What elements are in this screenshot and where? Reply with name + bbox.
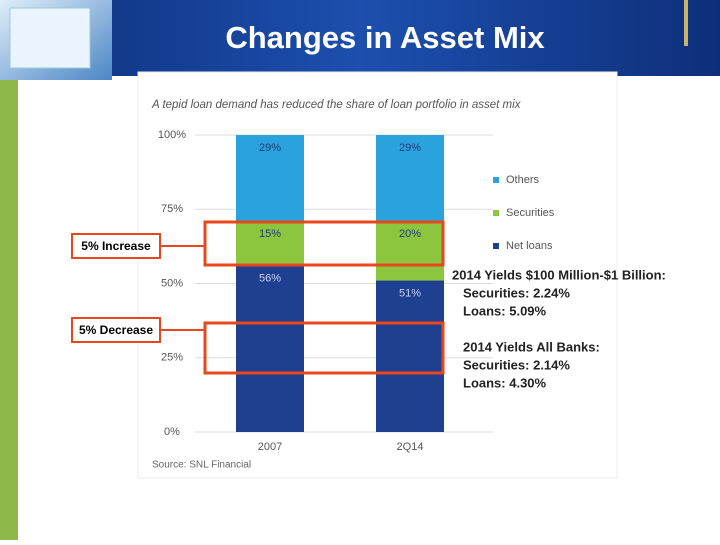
- x-tick-label: 2007: [258, 441, 282, 453]
- legend-swatch: [493, 243, 499, 249]
- callout-label: 5% Decrease: [79, 323, 153, 337]
- bar-segment: [376, 280, 444, 432]
- highlight-box: [203, 321, 445, 375]
- y-tick-label: 100%: [158, 129, 186, 141]
- side-bar: [0, 80, 18, 540]
- legend-swatch: [493, 177, 499, 183]
- note-line: Securities: 2.14%: [463, 357, 570, 372]
- title-accent: [684, 0, 688, 46]
- bar-segment: [236, 221, 304, 266]
- slide-title: Changes in Asset Mix: [225, 20, 545, 55]
- value-label: 51%: [399, 287, 421, 299]
- value-label: 15%: [259, 228, 281, 240]
- y-tick-label: 0%: [164, 426, 180, 438]
- note-line: Loans: 4.30%: [463, 375, 547, 390]
- y-tick-label: 50%: [161, 277, 183, 289]
- note-heading: 2014 Yields $100 Million-$1 Billion:: [452, 267, 666, 282]
- callout-box: [71, 317, 161, 343]
- legend-label: Others: [506, 174, 540, 186]
- value-label: 29%: [259, 142, 281, 154]
- legend-label: Securities: [506, 207, 555, 219]
- note-heading: 2014 Yields All Banks:: [463, 339, 600, 354]
- bar-segment: [376, 221, 444, 281]
- title-image-screen: [9, 7, 91, 69]
- bar-segment: [236, 135, 304, 222]
- chart-source: Source: SNL Financial: [152, 460, 251, 471]
- value-label: 56%: [259, 273, 281, 285]
- legend-swatch: [493, 210, 499, 216]
- y-tick-label: 75%: [161, 203, 183, 215]
- value-label: 20%: [399, 228, 421, 240]
- legend-label: Net loans: [506, 240, 553, 252]
- note-line: Securities: 2.24%: [463, 285, 570, 300]
- value-label: 29%: [399, 142, 421, 154]
- callout-label: 5% Increase: [81, 239, 151, 253]
- y-tick-label: 25%: [161, 352, 183, 364]
- bar-segment: [376, 135, 444, 222]
- callout-box: [71, 233, 161, 259]
- chart-title: A tepid loan demand has reduced the shar…: [151, 99, 522, 111]
- title-bar: [0, 0, 720, 76]
- bar-segment: [236, 265, 304, 432]
- x-tick-label: 2Q14: [397, 441, 424, 453]
- note-line: Loans: 5.09%: [463, 303, 547, 318]
- highlight-box: [203, 220, 445, 267]
